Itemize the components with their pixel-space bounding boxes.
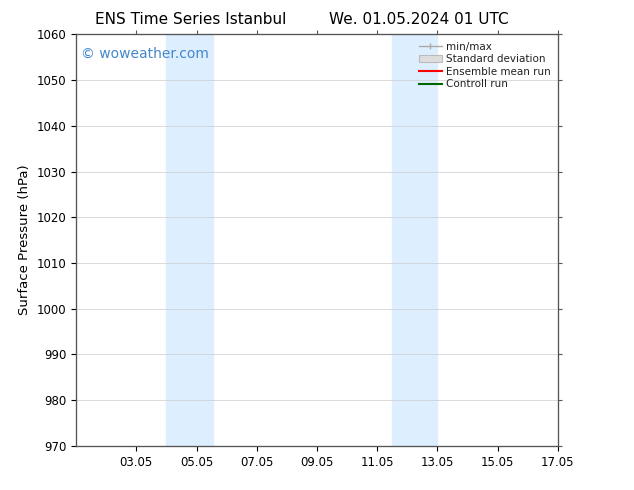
Legend: min/max, Standard deviation, Ensemble mean run, Controll run: min/max, Standard deviation, Ensemble me… xyxy=(417,40,553,92)
Text: We. 01.05.2024 01 UTC: We. 01.05.2024 01 UTC xyxy=(328,12,508,27)
Text: ENS Time Series Istanbul: ENS Time Series Istanbul xyxy=(94,12,286,27)
Bar xyxy=(166,34,213,446)
Y-axis label: Surface Pressure (hPa): Surface Pressure (hPa) xyxy=(18,165,31,316)
Text: © woweather.com: © woweather.com xyxy=(81,47,209,61)
Bar xyxy=(392,34,437,446)
